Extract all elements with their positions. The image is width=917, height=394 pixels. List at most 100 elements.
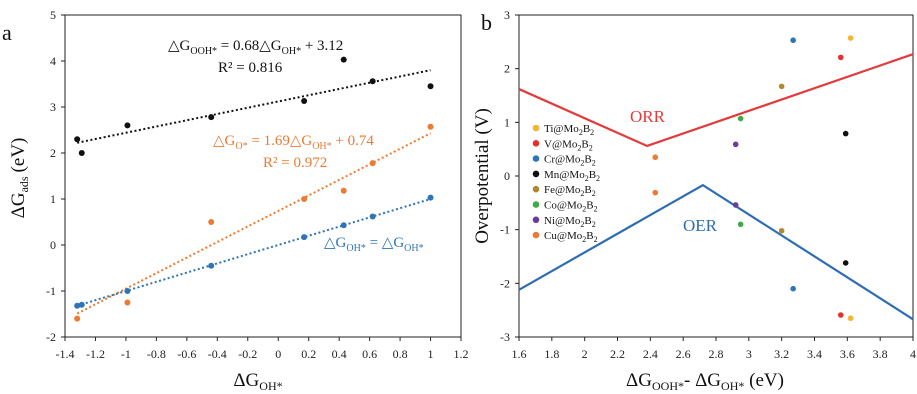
panel-b-label-oer: OER <box>683 216 718 235</box>
panel-a-fit-line-ooh <box>76 69 431 144</box>
panel-a-y-tick-label: -2 <box>46 330 56 344</box>
panel-a-x-tick-label: 0.2 <box>301 347 316 361</box>
panel-a-x-tick-label: 0 <box>275 347 281 361</box>
panel-a-x-tick-label: 1.2 <box>454 347 469 361</box>
panel-b-y-tick-label: 0 <box>504 169 510 183</box>
panel-a-x-tick-label: -0.8 <box>147 347 166 361</box>
panel-b-x-tick-label: 3.6 <box>840 347 855 361</box>
panel-a-point-o <box>124 299 131 306</box>
panel-a-point-ooh <box>74 136 81 143</box>
panel-a-plot-frame <box>64 14 462 338</box>
panel-b-x-tick-label: 4 <box>910 347 916 361</box>
legend-label-fe: Fe@Mo2B2 <box>544 184 596 198</box>
panel-a-y-tick-label: 3 <box>50 100 56 114</box>
legend-marker-cu <box>532 231 540 239</box>
panel-b-y-tick-label: 3 <box>504 8 510 22</box>
panel-a-x-axis-title: ΔGOH* <box>233 370 282 393</box>
panel-a-point-ooh <box>427 83 434 90</box>
panel-a-point-ooh <box>78 150 85 156</box>
panel-a-fit-line-o <box>76 132 431 315</box>
panel-b-x-tick-label: 2.8 <box>709 347 724 361</box>
panel-a-point-ooh <box>124 122 131 129</box>
panel-a-x-tick-label: 0.4 <box>332 347 347 361</box>
panel-a-y-tick-label: -1 <box>46 284 56 298</box>
legend-label-mn: Mn@Mo2B2 <box>544 169 600 183</box>
panel-b-point-ti <box>847 35 854 41</box>
legend-label-ni: Ni@Mo2B2 <box>544 215 596 229</box>
panel-b-x-tick-label: 3 <box>746 347 752 361</box>
legend-label-cr: Cr@Mo2B2 <box>544 154 596 168</box>
panel-b-x-tick-label: 2.2 <box>610 347 625 361</box>
panel-a-y-tick-label: 2 <box>50 146 56 160</box>
panel-b-y-tick-label: 2 <box>504 62 510 76</box>
panel-b-point-cu <box>652 154 659 161</box>
panel-a-equation-ooh: △GOOH* = 0.68△GOH* + 3.12 <box>168 38 343 57</box>
panel-b-x-tick-label: 1.8 <box>544 347 559 361</box>
panel-b-point-cu <box>652 189 659 196</box>
panel-b-letter: b <box>481 10 492 35</box>
panel-b-x-tick-label: 3.8 <box>873 347 888 361</box>
panel-a-equation-oh: △GOH* = △GOH* <box>324 235 424 254</box>
panel-a-y-axis-title: ΔGads(eV) <box>8 138 31 219</box>
panel-b-point-mn <box>842 130 849 137</box>
panel-b-point-v <box>837 54 844 61</box>
panel-a-point-oh <box>124 288 131 294</box>
panel-b-point-ni <box>732 202 739 208</box>
panel-a-x-tick-label: -1.4 <box>56 347 75 361</box>
panel-a-y-tick-label: 5 <box>50 8 56 22</box>
panel-a-y-tick-label: 0 <box>50 238 56 252</box>
panel-b-x-axis-title: ΔGOOH*- ΔGOH* (eV) <box>626 370 784 393</box>
panel-b-point-cr <box>790 285 796 292</box>
legend-label-v: V@Mo2B2 <box>544 138 593 152</box>
panel-a-point-ooh <box>340 56 347 63</box>
legend-marker-mn <box>532 170 540 178</box>
panel-b-point-co <box>737 115 744 122</box>
panel-a-y-tick-label: 4 <box>50 54 56 68</box>
panel-b-line-oer <box>518 183 914 321</box>
legend-label-co: Co@Mo2B2 <box>544 200 598 214</box>
legend-marker-ti <box>532 124 540 132</box>
panel-b-x-tick-label: 1.6 <box>512 347 527 361</box>
panel-a-point-o <box>301 196 308 202</box>
panel-a-y-tick-label: 1 <box>50 192 56 206</box>
panel-a-x-tick-label: -0.4 <box>208 347 227 361</box>
panel-a-point-ooh <box>301 98 308 105</box>
legend-marker-v <box>532 140 540 147</box>
panel-a-r-squared-o: R² = 0.972 <box>263 155 327 171</box>
panel-b-point-fe <box>778 227 785 234</box>
panel-a-point-o <box>340 187 347 194</box>
panel-a-r-squared-ooh: R² = 0.816 <box>218 60 283 76</box>
panel-a-point-oh <box>427 194 434 201</box>
panel-a-x-tick-label: -1.2 <box>86 347 105 361</box>
panel-b-y-axis-title: Overpotential (V) <box>472 108 493 244</box>
legend-marker-ni <box>532 216 540 224</box>
panel-a-point-o <box>427 123 434 130</box>
panel-a-point-o <box>369 160 376 167</box>
panel-a-fit-line-oh <box>76 198 431 307</box>
legend-label-ti: Ti@Mo2B2 <box>544 123 594 137</box>
legend-marker-fe <box>532 185 540 193</box>
panel-a-x-tick-label: 0.8 <box>393 347 408 361</box>
panel-a-x-tick-label: -1 <box>121 347 131 361</box>
panel-b: b 1.6 1.8 2 2.2 2.4 2.6 2.8 3 3.2 3.4 3.6 3.8 4 -3 -2… <box>472 8 916 393</box>
panel-b-x-tick-label: 3.2 <box>774 347 789 361</box>
panel-a-point-o <box>74 315 81 322</box>
panel-b-point-co <box>737 221 744 228</box>
panel-a-point-oh <box>340 222 347 229</box>
panel-a-point-oh <box>208 262 215 269</box>
panel-a-point-ooh <box>208 114 215 121</box>
panel-b-point-ti <box>847 315 854 322</box>
panel-b-point-fe <box>778 83 785 90</box>
panel-a-point-ooh <box>369 78 376 85</box>
panel-a-x-tick-label: -0.6 <box>177 347 196 361</box>
legend-marker-cr <box>532 155 540 162</box>
panel-a-x-tick-label: 0.6 <box>362 347 377 361</box>
panel-b-x-tick-label: 2.6 <box>676 347 691 361</box>
panel-a-point-oh <box>301 234 308 241</box>
panel-b-point-v <box>837 312 844 318</box>
panel-a-equation-o: △GO* = 1.69△GOH* + 0.74 <box>213 133 374 152</box>
panel-b-y-tick-label: -1 <box>500 223 510 237</box>
panel-b-x-tick-label: 2 <box>582 347 588 361</box>
legend-label-cu: Cu@Mo2B2 <box>544 230 598 244</box>
